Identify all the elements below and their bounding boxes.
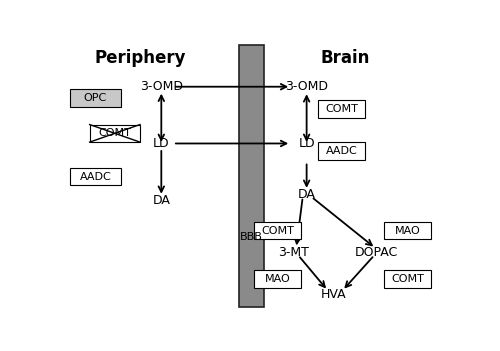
Text: MAO: MAO	[264, 274, 290, 284]
Text: DOPAC: DOPAC	[355, 246, 398, 259]
Text: Periphery: Periphery	[94, 49, 186, 67]
Text: HVA: HVA	[321, 288, 346, 301]
FancyBboxPatch shape	[90, 125, 140, 142]
Text: AADC: AADC	[326, 146, 358, 156]
FancyBboxPatch shape	[70, 168, 120, 185]
FancyBboxPatch shape	[384, 222, 430, 239]
FancyBboxPatch shape	[70, 90, 120, 107]
FancyBboxPatch shape	[384, 271, 430, 288]
FancyBboxPatch shape	[254, 222, 301, 239]
Text: COMT: COMT	[391, 274, 424, 284]
Text: DA: DA	[152, 194, 170, 207]
Text: COMT: COMT	[261, 226, 294, 236]
FancyBboxPatch shape	[318, 142, 365, 160]
Text: LD: LD	[153, 137, 170, 150]
Text: 3-OMD: 3-OMD	[285, 80, 328, 93]
Text: DA: DA	[298, 188, 316, 201]
Text: MAO: MAO	[394, 226, 420, 236]
Text: OPC: OPC	[84, 93, 107, 103]
Text: Brain: Brain	[320, 49, 370, 67]
FancyBboxPatch shape	[239, 45, 264, 307]
Text: BBB: BBB	[240, 232, 263, 242]
FancyBboxPatch shape	[318, 100, 365, 118]
Text: 3-OMD: 3-OMD	[140, 80, 183, 93]
Text: LD: LD	[298, 137, 315, 150]
Text: COMT: COMT	[325, 104, 358, 114]
FancyBboxPatch shape	[254, 271, 301, 288]
Text: AADC: AADC	[80, 172, 112, 181]
Text: COMT: COMT	[98, 128, 131, 138]
Text: 3-MT: 3-MT	[278, 246, 308, 259]
